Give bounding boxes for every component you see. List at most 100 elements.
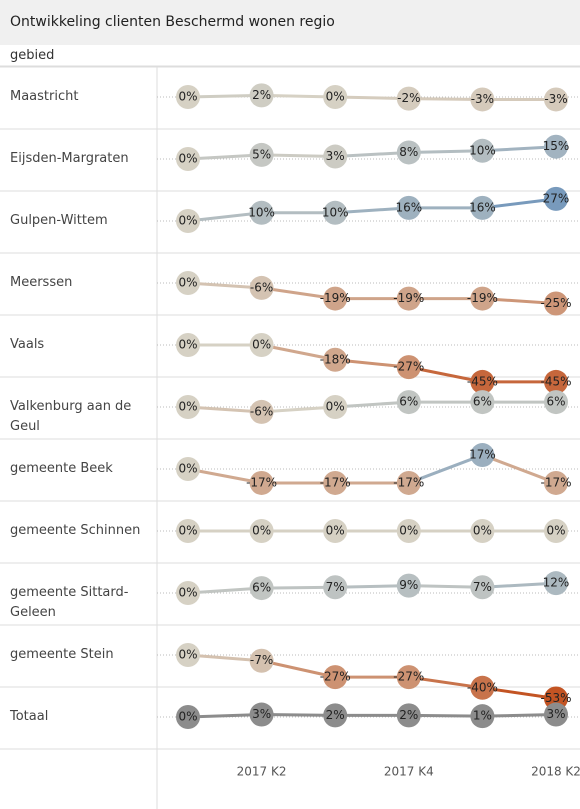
point — [323, 395, 348, 419]
value-label: -3% — [471, 92, 494, 106]
value-label: 2% — [399, 708, 418, 722]
line-segment — [261, 405, 336, 414]
point — [470, 390, 495, 415]
value-label: 2% — [326, 708, 345, 722]
point — [323, 519, 348, 543]
point — [249, 702, 274, 727]
value-label: 3% — [252, 707, 271, 721]
point — [323, 703, 348, 728]
x-tick-label: 2018 K2 — [531, 765, 580, 779]
row-label: Vaals — [10, 337, 45, 352]
point — [176, 643, 200, 667]
line-segment — [408, 713, 483, 718]
line-segment — [187, 653, 262, 663]
value-label: 0% — [473, 524, 492, 538]
row-label: gemeente Stein — [10, 647, 114, 662]
row-label: Totaal — [10, 709, 49, 724]
row-label: gemeente Schinnen — [10, 523, 141, 538]
point — [396, 355, 421, 380]
value-label: 0% — [252, 338, 271, 352]
line-segment — [187, 211, 262, 223]
point — [249, 648, 274, 673]
value-label: 6% — [473, 395, 492, 409]
point — [176, 209, 200, 233]
line-segment — [408, 675, 483, 690]
point — [176, 271, 200, 295]
point — [323, 286, 348, 311]
line-segment — [482, 686, 557, 700]
point — [544, 134, 568, 159]
value-label: 15% — [543, 139, 570, 153]
row-label: gemeente Beek — [10, 461, 113, 476]
value-label: 3% — [326, 149, 345, 163]
value-label: -3% — [544, 92, 567, 106]
point — [544, 390, 568, 415]
row-label: Valkenburg aan de Geul — [10, 399, 132, 434]
line-segment — [482, 145, 557, 153]
value-label: 0% — [178, 276, 197, 290]
point — [323, 665, 348, 690]
point — [323, 575, 348, 600]
value-label: 3% — [546, 707, 565, 721]
value-label: 1% — [473, 709, 492, 723]
point — [249, 519, 274, 543]
value-label: 9% — [399, 578, 418, 592]
point — [249, 333, 274, 357]
point — [323, 200, 348, 225]
point — [396, 140, 421, 165]
value-label: 6% — [399, 395, 418, 409]
point — [323, 347, 348, 372]
point — [396, 286, 421, 311]
line-segment — [482, 713, 557, 718]
value-label: 7% — [473, 580, 492, 594]
point — [470, 575, 495, 600]
value-label: 0% — [178, 214, 197, 228]
point — [249, 399, 274, 424]
line-segment — [261, 659, 336, 679]
value-label: 2% — [252, 88, 271, 102]
point — [470, 369, 495, 394]
line-segment — [261, 343, 336, 362]
value-label: 0% — [178, 400, 197, 414]
point — [544, 519, 568, 543]
point — [470, 138, 495, 163]
value-label: -27% — [320, 670, 351, 684]
line-segment — [482, 297, 557, 305]
value-label: 6% — [546, 395, 565, 409]
value-label: -18% — [320, 352, 351, 366]
point — [544, 369, 568, 394]
point — [470, 87, 495, 112]
value-label: -53% — [540, 691, 571, 705]
point — [470, 443, 495, 468]
value-label: 0% — [546, 524, 565, 538]
line-segment — [408, 97, 483, 101]
line-segment — [482, 197, 557, 210]
value-label: 16% — [469, 200, 496, 214]
value-label: 0% — [178, 152, 197, 166]
point — [249, 470, 274, 495]
value-label: 12% — [543, 576, 570, 590]
value-label: 0% — [178, 648, 197, 662]
row-label: Maastricht — [10, 89, 79, 104]
value-label: 0% — [326, 400, 345, 414]
point — [249, 83, 274, 108]
point — [396, 470, 421, 495]
point — [544, 291, 568, 316]
value-label: 8% — [399, 145, 418, 159]
value-label: 0% — [178, 462, 197, 476]
line-segment — [187, 467, 262, 485]
value-label: -27% — [393, 670, 424, 684]
point — [470, 195, 495, 220]
value-label: -19% — [467, 291, 498, 305]
point — [396, 665, 421, 690]
point — [176, 581, 200, 605]
line-segment — [187, 586, 262, 595]
line-segment — [261, 713, 336, 717]
line-segment — [335, 358, 409, 369]
value-label: -19% — [393, 291, 424, 305]
row-label: gemeente Sittard-Geleen — [10, 585, 129, 620]
value-label: 10% — [248, 205, 275, 219]
line-segment — [261, 585, 336, 590]
value-label: 10% — [322, 205, 349, 219]
